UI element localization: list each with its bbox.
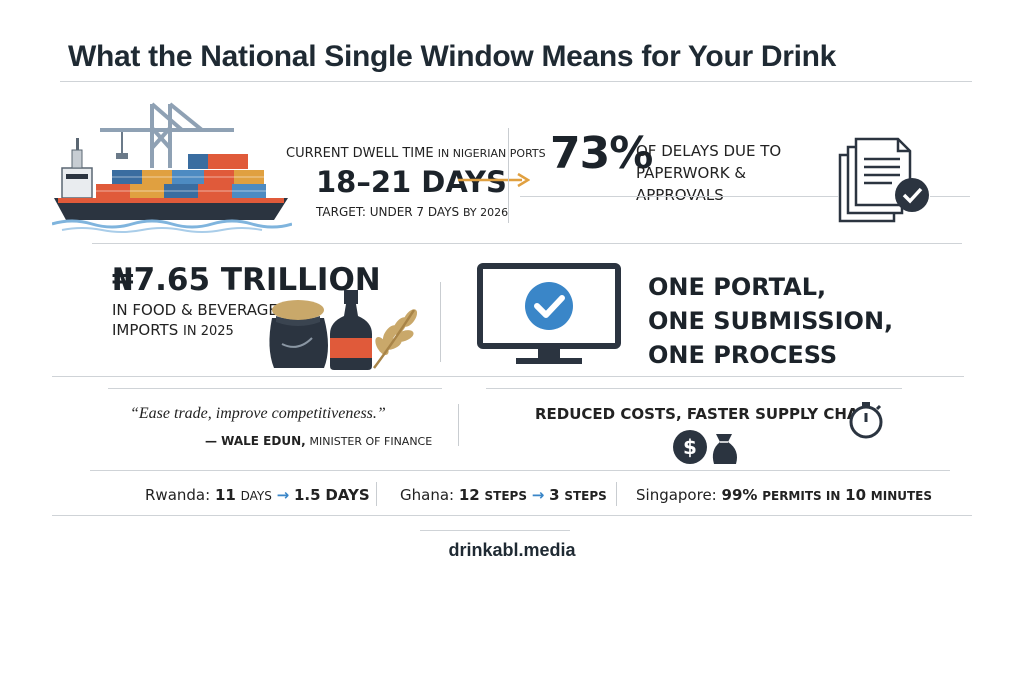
- ghana-to-num: 3: [549, 486, 560, 504]
- quote-top-rule: [108, 388, 442, 389]
- stat-ghana: Ghana: 12 STEPS → 3 STEPS: [400, 486, 607, 504]
- row2-bottom-divider: [52, 376, 964, 377]
- stat-divider-2: [616, 482, 617, 506]
- delays-text: OF DELAYS DUE TO PAPERWORK & APPROVALS: [636, 142, 782, 204]
- rwanda-from-num: 11: [214, 486, 236, 504]
- dwell-target-main: TARGET: UNDER 7 DAYS: [316, 205, 460, 219]
- singapore-pct: 99%: [721, 486, 758, 504]
- ghana-from-num: 12: [458, 486, 480, 504]
- imports-amount: ₦7.65 TRILLION: [112, 262, 381, 298]
- dwell-target-sub: BY 2026: [462, 206, 509, 219]
- brand-name: drinkabl.media: [448, 540, 576, 560]
- title-divider: [60, 81, 972, 82]
- page-title: What the National Single Window Means fo…: [68, 40, 837, 73]
- documents-check-icon: [838, 137, 929, 223]
- portal-line-2: ONE SUBMISSION,: [648, 307, 894, 335]
- stat-rwanda: Rwanda: 11 DAYS → 1.5 DAYS: [145, 486, 370, 504]
- dwell-time-label: CURRENT DWELL TIME IN NIGERIAN PORTS: [286, 146, 546, 161]
- quote-name: — WALE EDUN,: [205, 434, 306, 448]
- rwanda-from-unit: DAYS: [240, 489, 272, 503]
- portal-text: ONE PORTAL, ONE SUBMISSION, ONE PROCESS: [648, 270, 908, 372]
- row1-bottom-divider: [92, 243, 962, 244]
- rwanda-country: Rwanda:: [145, 486, 211, 504]
- benefit-text: REDUCED COSTS, FASTER SUPPLY CHAIN: [535, 405, 877, 423]
- money-bag-icon: $: [673, 430, 737, 464]
- delays-percent: 73%: [550, 128, 653, 179]
- ghana-country: Ghana:: [400, 486, 455, 504]
- food-beverage-icon: [269, 290, 418, 370]
- singapore-mid: PERMITS IN: [762, 489, 841, 503]
- dwell-time-value: 18–21 DAYS: [316, 165, 507, 199]
- benefit-top-rule: [486, 388, 902, 389]
- dwell-target: TARGET: UNDER 7 DAYS BY 2026: [316, 205, 508, 219]
- row4-bottom-divider: [52, 515, 972, 516]
- stat-divider-1: [376, 482, 377, 506]
- row3-divider: [458, 404, 459, 446]
- portal-line-1: ONE PORTAL,: [648, 273, 827, 301]
- brand-rule: [420, 530, 570, 531]
- stopwatch-icon: [849, 402, 883, 439]
- singapore-num: 10: [845, 486, 867, 504]
- imports-text-sub: IN 2025: [183, 324, 234, 339]
- ghana-from-unit: STEPS: [484, 489, 527, 503]
- singapore-unit: MINUTES: [870, 489, 933, 503]
- arrow-right-icon: →: [276, 486, 290, 504]
- quote-text: “Ease trade, improve competitiveness.”: [130, 405, 386, 422]
- delays-underline-end: [930, 196, 970, 197]
- quote-attribution: — WALE EDUN, MINISTER OF FINANCE: [205, 434, 432, 448]
- delays-underline: [520, 196, 838, 197]
- ghana-to-unit: STEPS: [564, 489, 607, 503]
- dwell-label-sub: IN NIGERIAN PORTS: [437, 147, 546, 160]
- row3-bottom-divider: [90, 470, 950, 471]
- imports-text: IN FOOD & BEVERAGE IMPORTS IN 2025: [112, 300, 282, 342]
- portal-line-3: ONE PROCESS: [648, 341, 838, 369]
- singapore-country: Singapore:: [636, 486, 717, 504]
- row2-divider: [440, 282, 441, 362]
- rwanda-to-num: 1.5: [294, 486, 321, 504]
- monitor-check-icon: [477, 263, 621, 364]
- arrow-right-icon: [458, 172, 530, 188]
- cargo-ship-icon: [52, 102, 292, 233]
- svg-text:$: $: [683, 435, 697, 459]
- row1-divider: [508, 128, 509, 223]
- dwell-label-main: CURRENT DWELL TIME: [286, 146, 434, 161]
- arrow-right-icon: →: [531, 486, 545, 504]
- imports-text-main: IN FOOD & BEVERAGE IMPORTS: [112, 301, 278, 339]
- rwanda-to-unit: DAYS: [325, 486, 370, 504]
- quote-role: MINISTER OF FINANCE: [309, 435, 433, 448]
- stat-singapore: Singapore: 99% PERMITS IN 10 MINUTES: [636, 486, 932, 504]
